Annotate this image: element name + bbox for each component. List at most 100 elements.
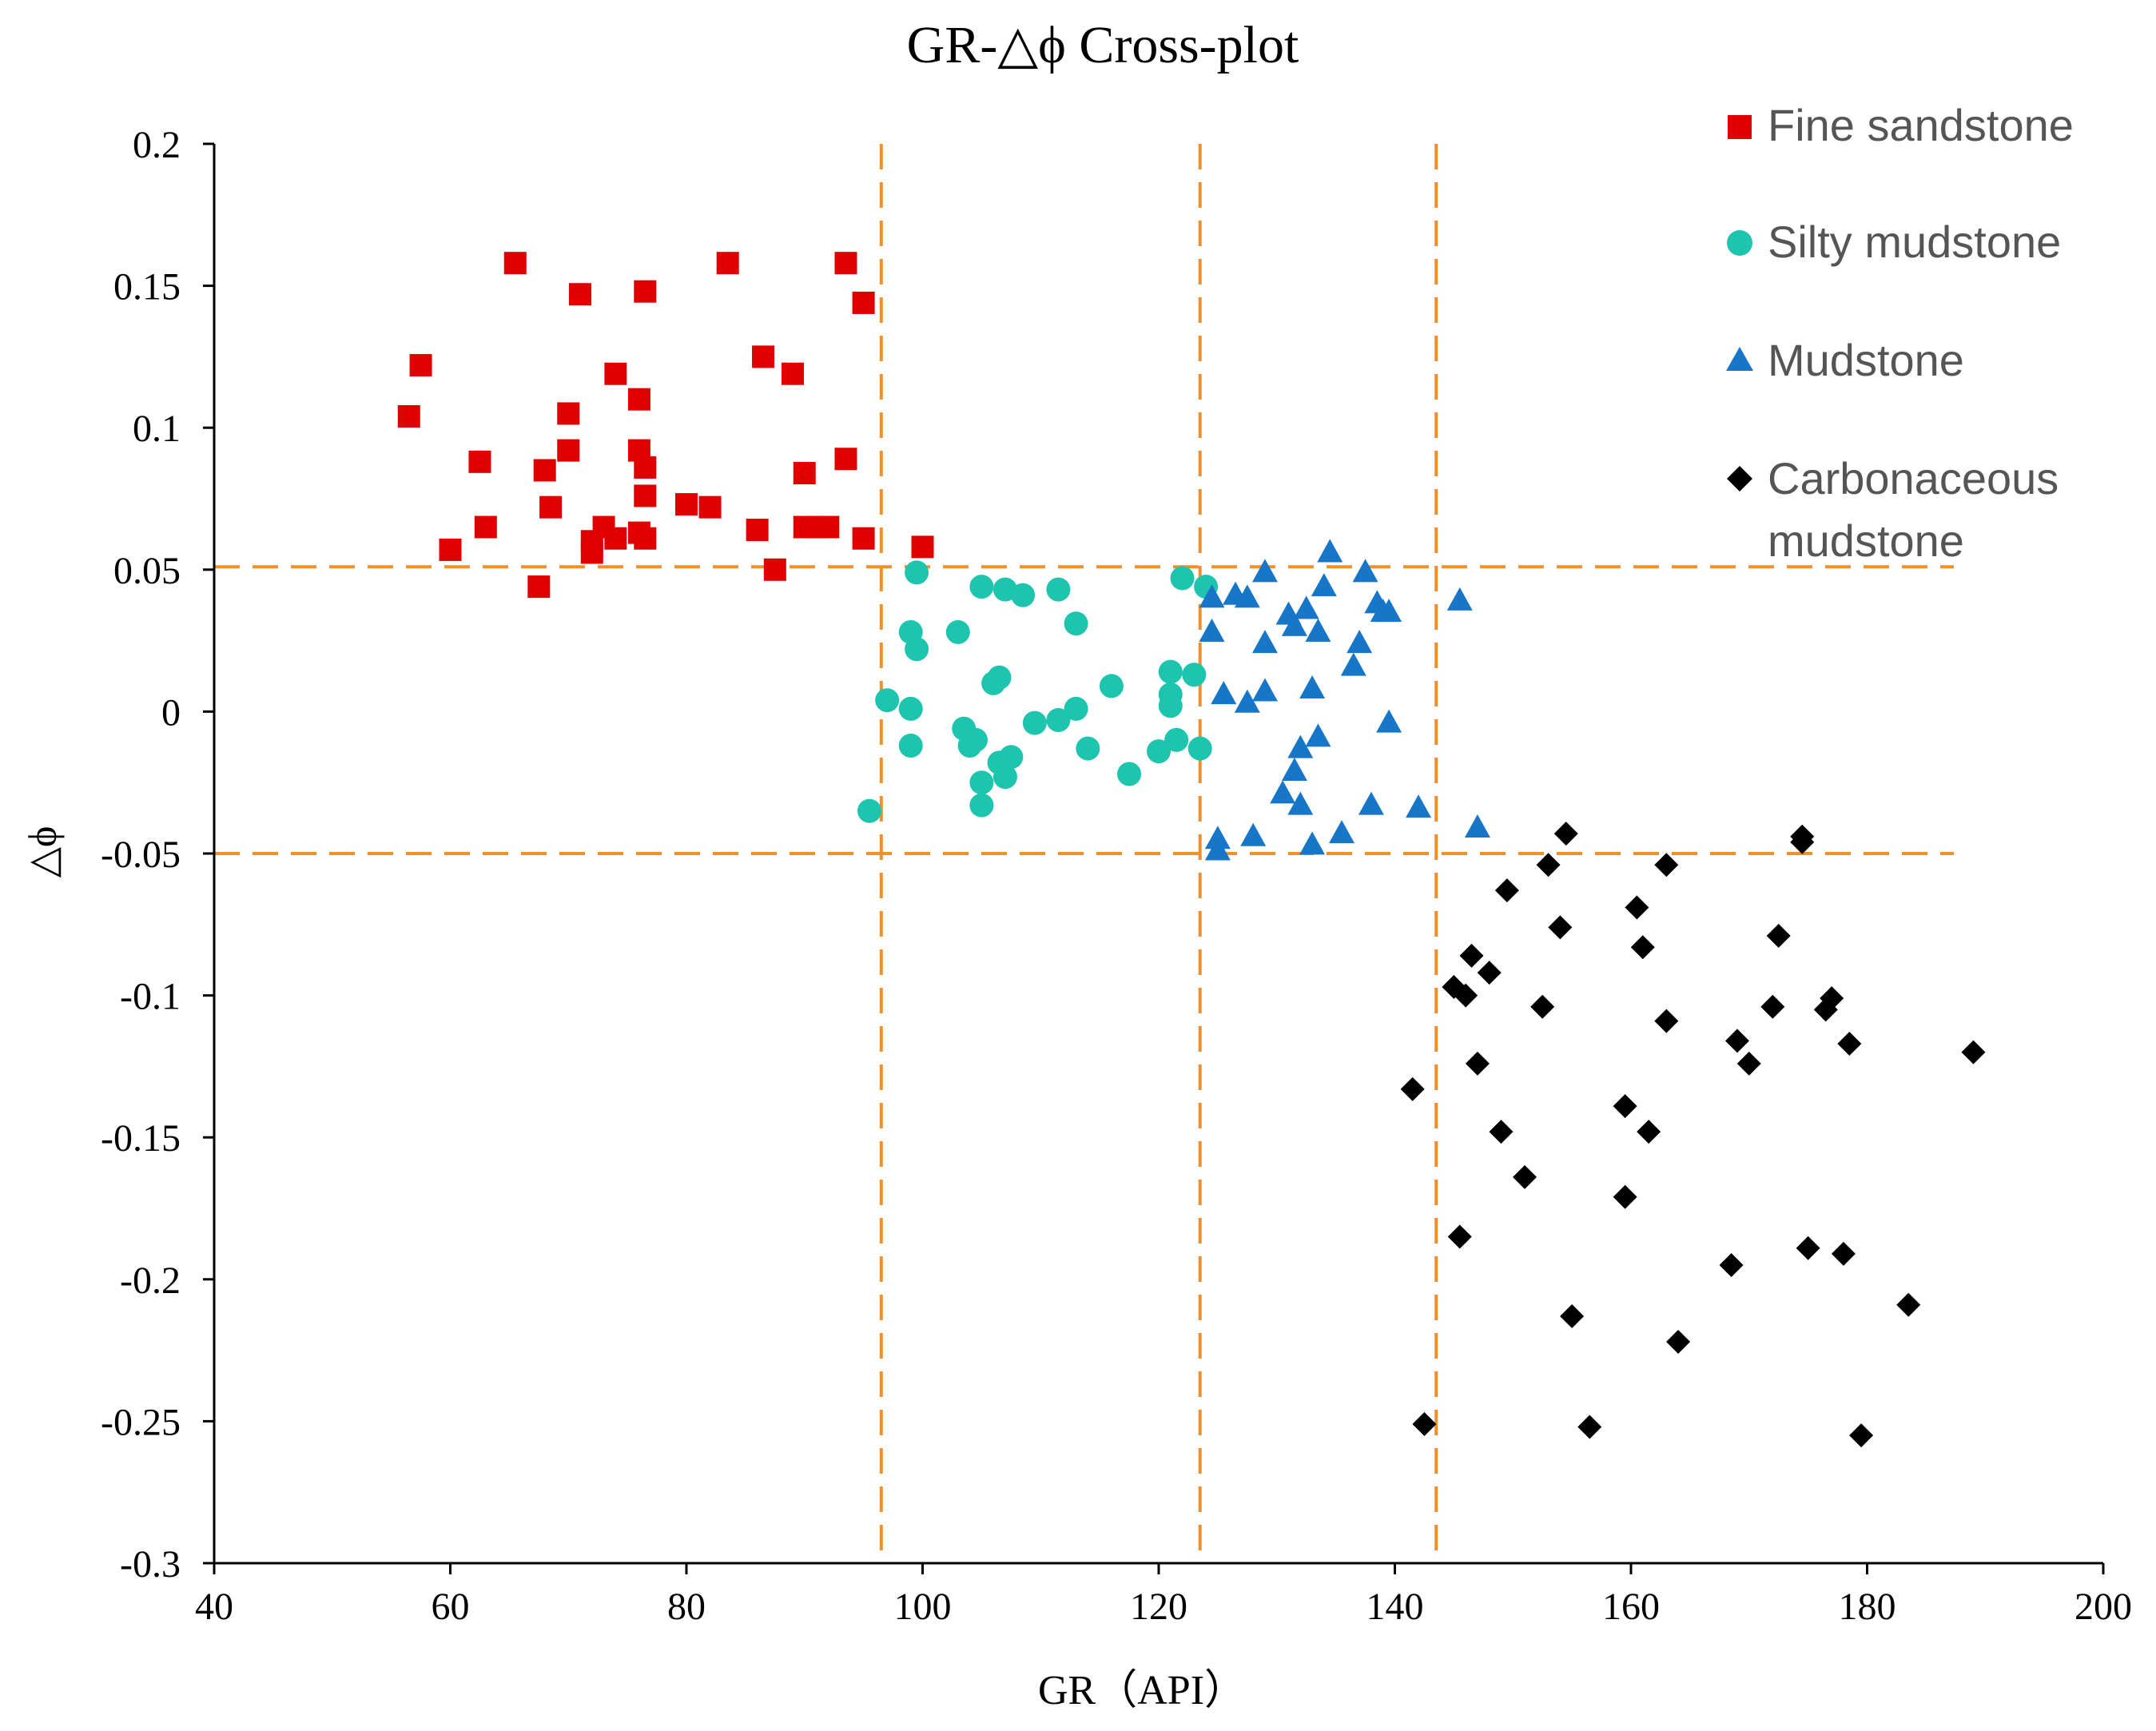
data-point-carbonaceous-mudstone	[1630, 935, 1655, 960]
data-point-silty-mudstone	[1022, 710, 1047, 735]
data-point-silty-mudstone	[875, 688, 900, 713]
data-point-carbonaceous-mudstone	[1724, 1029, 1749, 1053]
data-point-fine-sandstone	[604, 527, 627, 550]
data-point-mudstone	[1376, 709, 1402, 733]
data-point-fine-sandstone	[781, 362, 804, 385]
data-point-silty-mudstone	[1117, 762, 1142, 786]
data-point-silty-mudstone	[1099, 674, 1124, 698]
data-point-silty-mudstone	[992, 765, 1017, 790]
data-point-silty-mudstone	[905, 637, 929, 662]
data-point-fine-sandstone	[439, 538, 462, 561]
data-point-fine-sandstone	[539, 495, 563, 519]
y-tick-label: -0.15	[101, 1117, 181, 1160]
x-tick-label: 140	[1366, 1586, 1424, 1628]
data-point-mudstone	[1293, 595, 1319, 619]
data-point-fine-sandstone	[533, 459, 556, 482]
data-point-carbonaceous-mudstone	[1536, 853, 1561, 877]
y-tick-label: -0.2	[120, 1259, 181, 1302]
data-point-mudstone	[1199, 618, 1225, 642]
data-point-carbonaceous-mudstone	[1459, 943, 1484, 968]
data-point-mudstone	[1358, 791, 1384, 815]
data-point-silty-mudstone	[1046, 577, 1071, 602]
data-point-fine-sandstone	[911, 535, 934, 559]
data-point-silty-mudstone	[905, 560, 929, 585]
data-point-carbonaceous-mudstone	[1849, 1423, 1874, 1448]
x-tick-label: 60	[432, 1586, 470, 1628]
y-tick-label: -0.3	[120, 1543, 181, 1586]
x-tick-label: 40	[195, 1586, 233, 1628]
data-point-mudstone	[1251, 630, 1278, 654]
data-point-fine-sandstone	[834, 448, 857, 471]
data-point-mudstone	[1199, 584, 1225, 608]
legend-marker-carbonaceous-mudstone	[1727, 466, 1752, 491]
data-point-silty-mudstone	[1170, 566, 1195, 591]
data-point-fine-sandstone	[752, 345, 775, 368]
data-point-mudstone	[1305, 723, 1331, 747]
data-point-silty-mudstone	[1147, 739, 1171, 764]
legend-label-mudstone: Mudstone	[1768, 335, 1964, 385]
data-point-mudstone	[1240, 822, 1267, 846]
y-tick-label: 0.05	[113, 550, 181, 592]
data-point-mudstone	[1317, 539, 1343, 563]
data-point-fine-sandstone	[852, 291, 875, 314]
data-point-carbonaceous-mudstone	[1560, 1303, 1585, 1328]
data-point-mudstone	[1287, 791, 1314, 815]
data-point-mudstone	[1376, 599, 1402, 623]
data-point-carbonaceous-mudstone	[1553, 822, 1578, 846]
data-point-fine-sandstone	[557, 402, 580, 425]
legend-label-carbonaceous-line2: mudstone	[1768, 515, 1964, 566]
y-axis-label: △ϕ	[20, 826, 65, 878]
x-tick-label: 160	[1602, 1586, 1660, 1628]
data-point-fine-sandstone	[604, 362, 627, 385]
y-tick-label: -0.05	[101, 834, 181, 876]
data-point-fine-sandstone	[834, 252, 857, 275]
data-point-carbonaceous-mudstone	[1489, 1120, 1514, 1144]
plot-area: -0.3 -0.25 -0.2 -0.15 -0.1 -0.05 0 0.05 0.1 0.15 0…	[101, 124, 2132, 1628]
legend-marker-fine-sandstone	[1728, 115, 1752, 139]
y-tick-label: -0.1	[120, 976, 181, 1018]
data-point-carbonaceous-mudstone	[1666, 1329, 1691, 1354]
data-point-fine-sandstone	[580, 541, 603, 564]
data-point-carbonaceous-mudstone	[1766, 924, 1791, 949]
data-point-fine-sandstone	[468, 450, 491, 473]
data-point-carbonaceous-mudstone	[1577, 1415, 1602, 1439]
data-point-carbonaceous-mudstone	[1796, 1236, 1820, 1260]
data-point-mudstone	[1251, 678, 1278, 702]
data-point-mudstone	[1329, 820, 1355, 844]
data-point-silty-mudstone	[945, 619, 970, 644]
data-point-fine-sandstone	[793, 462, 816, 485]
data-point-mudstone	[1234, 689, 1260, 713]
data-point-carbonaceous-mudstone	[1613, 1094, 1637, 1119]
data-point-carbonaceous-mudstone	[1412, 1411, 1437, 1436]
x-axis-label: GR（API）	[1038, 1668, 1246, 1713]
data-point-mudstone	[1287, 734, 1314, 758]
data-point-carbonaceous-mudstone	[1654, 853, 1679, 877]
data-point-silty-mudstone	[1158, 694, 1183, 718]
legend: Fine sandstone Silty mudstone Mudstone C…	[1726, 100, 2074, 566]
data-point-mudstone	[1204, 837, 1231, 861]
data-point-carbonaceous-mudstone	[1548, 915, 1573, 940]
data-point-silty-mudstone	[1011, 583, 1036, 607]
legend-label-fine-sandstone: Fine sandstone	[1768, 100, 2074, 150]
data-point-fine-sandstone	[852, 527, 875, 550]
data-point-mudstone	[1311, 573, 1337, 597]
data-point-silty-mudstone	[969, 770, 994, 795]
data-point-fine-sandstone	[569, 283, 592, 306]
data-point-carbonaceous-mudstone	[1494, 878, 1519, 903]
x-tick-label: 100	[894, 1586, 952, 1628]
data-point-carbonaceous-mudstone	[1613, 1184, 1637, 1209]
data-point-carbonaceous-mudstone	[1637, 1120, 1661, 1144]
data-point-mudstone	[1234, 584, 1260, 608]
legend-marker-silty-mudstone	[1727, 230, 1752, 256]
data-point-fine-sandstone	[634, 456, 657, 479]
data-point-fine-sandstone	[503, 252, 527, 275]
data-point-mudstone	[1305, 618, 1331, 642]
data-point-silty-mudstone	[969, 793, 994, 818]
data-point-mudstone	[1406, 794, 1432, 818]
data-point-carbonaceous-mudstone	[1719, 1253, 1744, 1278]
data-point-mudstone	[1281, 612, 1307, 636]
data-point-carbonaceous-mudstone	[1625, 895, 1649, 920]
data-point-silty-mudstone	[987, 665, 1012, 690]
data-point-carbonaceous-mudstone	[1790, 830, 1815, 854]
